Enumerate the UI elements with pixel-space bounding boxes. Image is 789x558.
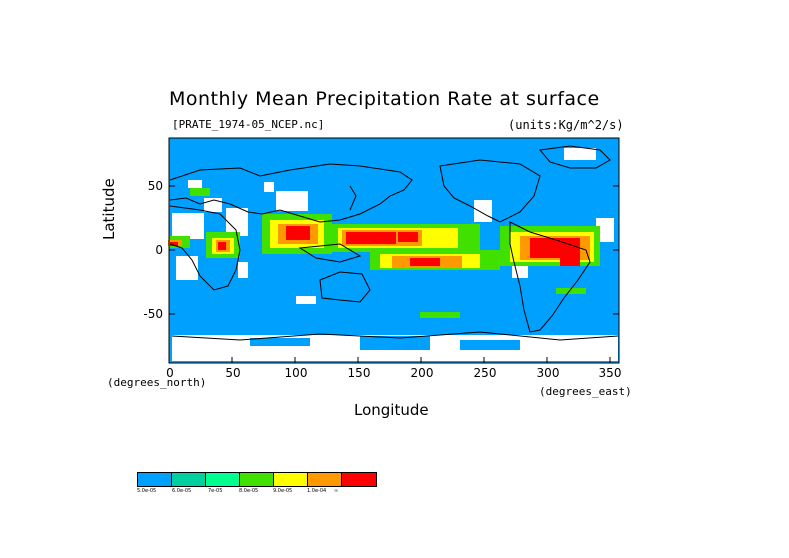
legend-swatch	[307, 472, 343, 487]
x-tick-label: 150	[347, 366, 371, 380]
coastlines	[169, 145, 619, 341]
legend-label: ∞	[334, 488, 339, 494]
y-tick-label: 50	[147, 179, 163, 193]
x-tick-label: 300	[536, 366, 560, 380]
degrees-north-label: (degrees_north)	[107, 376, 207, 389]
legend-label: 6.0e-05	[172, 488, 192, 494]
x-tick-label: 250	[473, 366, 497, 380]
x-tick-label: 0	[166, 366, 174, 380]
legend-swatch	[137, 472, 173, 487]
axis-ticks	[169, 185, 619, 363]
legend-swatch	[171, 472, 207, 487]
units-label: (units:Kg/m^2/s)	[508, 118, 624, 132]
legend-label: 5.0e-05	[137, 488, 157, 494]
y-tick-label: -50	[143, 307, 163, 321]
file-label: [PRATE_1974-05_NCEP.nc]	[172, 118, 325, 131]
legend-swatch	[205, 472, 241, 487]
x-tick-label: 50	[225, 366, 241, 380]
y-tick-label: 0	[155, 243, 163, 257]
degrees-east-label: (degrees_east)	[539, 385, 632, 398]
legend-swatch	[239, 472, 275, 487]
legend-label: 7e-05	[208, 488, 223, 494]
legend-label: 9.0e-05	[273, 488, 293, 494]
x-tick-label: 350	[598, 366, 622, 380]
x-tick-label: 100	[284, 366, 308, 380]
legend-label: 1.0e-04	[307, 488, 327, 494]
x-axis-label: Longitude	[354, 401, 429, 419]
legend-swatch	[341, 472, 377, 487]
map-title: Monthly Mean Precipitation Rate at surfa…	[169, 88, 600, 110]
precip-band-red	[170, 226, 580, 266]
legend-label: 8.0e-05	[239, 488, 259, 494]
legend-swatch	[273, 472, 309, 487]
x-tick-label: 200	[410, 366, 434, 380]
